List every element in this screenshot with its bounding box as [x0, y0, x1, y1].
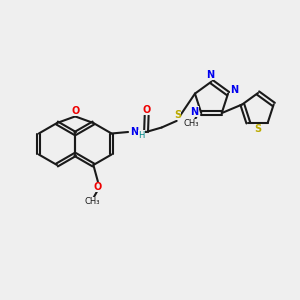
- Text: N: N: [190, 106, 199, 117]
- Text: N: N: [130, 127, 139, 137]
- Text: N: N: [231, 85, 239, 95]
- Text: CH₃: CH₃: [85, 197, 100, 206]
- Text: N: N: [206, 70, 214, 80]
- Text: S: S: [254, 124, 262, 134]
- Text: O: O: [94, 182, 102, 192]
- Text: CH₃: CH₃: [183, 119, 199, 128]
- Text: S: S: [174, 110, 181, 120]
- Text: O: O: [143, 105, 151, 116]
- Text: O: O: [71, 106, 79, 116]
- Text: H: H: [138, 130, 145, 140]
